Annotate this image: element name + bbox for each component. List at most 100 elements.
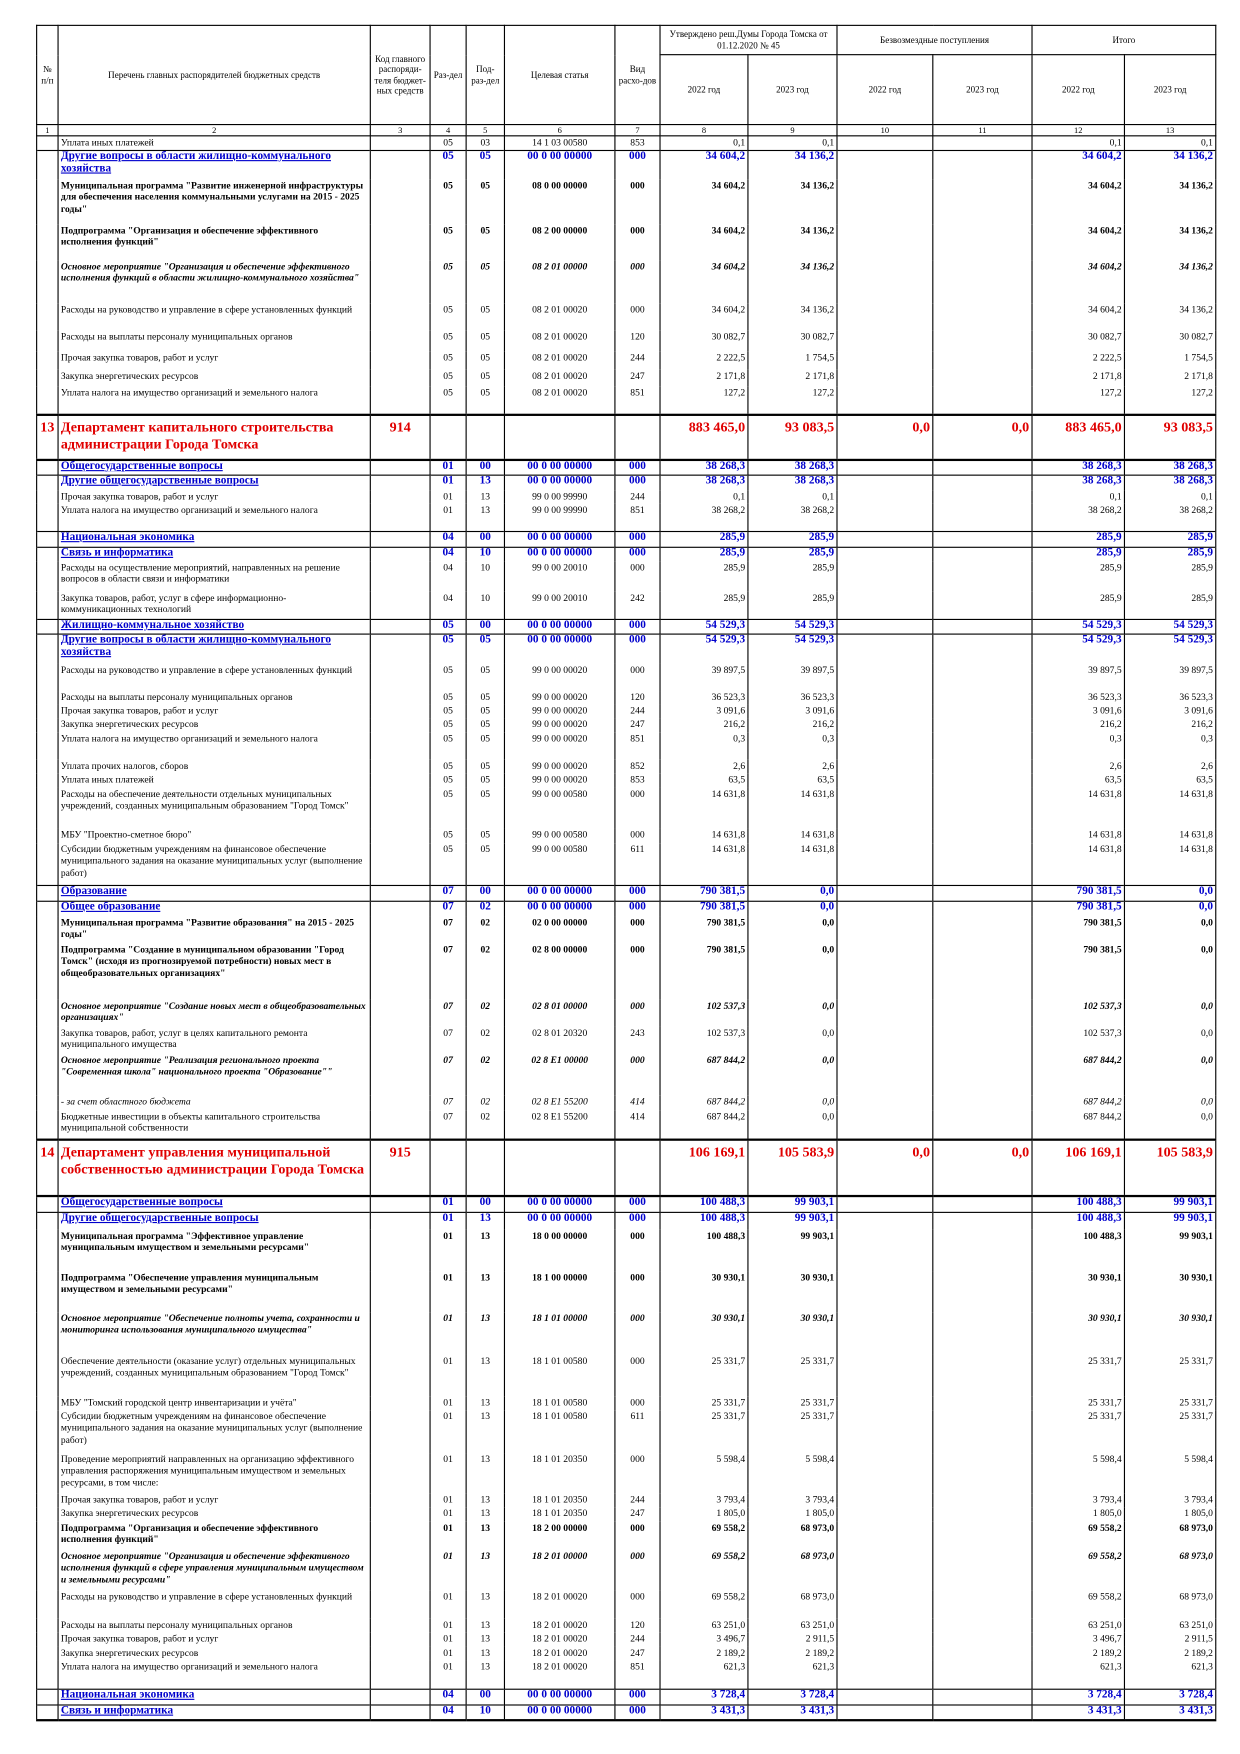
budget-code: 000 bbox=[614, 223, 661, 260]
amount bbox=[836, 1354, 934, 1397]
admin-code bbox=[369, 1396, 431, 1410]
amount: 216,2 bbox=[659, 717, 749, 733]
admin-code bbox=[369, 1549, 431, 1591]
admin-code bbox=[369, 1493, 431, 1507]
amount: 1 805,0 bbox=[747, 1506, 838, 1522]
budget-code: 00 bbox=[465, 884, 506, 902]
column-number: 9 bbox=[747, 123, 838, 137]
table-row: Закупка энергетических ресурсов 01 13 18 2 … bbox=[36, 1646, 1217, 1660]
admin-code bbox=[369, 546, 431, 561]
amount bbox=[932, 1229, 1033, 1271]
amount bbox=[836, 1452, 934, 1494]
amount: 25 331,7 bbox=[747, 1396, 838, 1410]
amount: 0,1 bbox=[747, 135, 838, 151]
admin-code: 914 bbox=[369, 413, 431, 460]
table-row: Субсидии бюджетным учреждениям на финанс… bbox=[36, 1409, 1217, 1453]
budget-code: 05 bbox=[429, 772, 467, 788]
column-number: 3 bbox=[369, 123, 431, 137]
budget-code: 02 bbox=[465, 942, 506, 1000]
admin-code bbox=[369, 690, 431, 704]
amount: 621,3 bbox=[1123, 1659, 1217, 1690]
amount: 3 496,7 bbox=[659, 1631, 749, 1647]
amount: 30 082,7 bbox=[659, 329, 749, 352]
amount bbox=[932, 999, 1033, 1027]
amount: 5 598,4 bbox=[1123, 1452, 1217, 1494]
table-row: Проведение мероприятий направленных на о… bbox=[36, 1452, 1217, 1494]
amount: 2 189,2 bbox=[747, 1646, 838, 1660]
budget-code: 05 bbox=[429, 703, 467, 718]
budget-code: 01 bbox=[429, 1194, 467, 1213]
amount: 2,6 bbox=[1031, 759, 1126, 773]
amount: 0,0 bbox=[1123, 884, 1217, 902]
budget-code: 00 bbox=[465, 530, 506, 548]
budget-code: 00 0 00 00000 bbox=[503, 530, 616, 548]
budget-code: 01 bbox=[429, 474, 467, 490]
amount: 30 082,7 bbox=[747, 329, 838, 352]
amount: 3 091,6 bbox=[659, 703, 749, 718]
row-number bbox=[36, 690, 59, 704]
budget-code: 07 bbox=[429, 999, 467, 1027]
item-name: Бюджетные инвестиции в объекты капитальн… bbox=[57, 1109, 371, 1140]
budget-code: 243 bbox=[614, 1026, 661, 1054]
budget-code: 00 0 00 00000 bbox=[503, 458, 616, 476]
item-name: Образование bbox=[57, 884, 371, 902]
budget-code: 000 bbox=[614, 1229, 661, 1271]
amount: 0,1 bbox=[1123, 135, 1217, 151]
amount bbox=[836, 1270, 934, 1312]
item-name: Муниципальная программа "Развитие инжене… bbox=[57, 178, 371, 224]
item-name: Департамент управления муниципальной соб… bbox=[57, 1137, 371, 1196]
amount: 69 558,2 bbox=[659, 1549, 749, 1591]
amount bbox=[932, 618, 1033, 635]
admin-code bbox=[369, 618, 431, 635]
amount bbox=[836, 1229, 934, 1271]
budget-code: 04 bbox=[429, 530, 467, 548]
amount bbox=[836, 1631, 934, 1647]
amount: 285,9 bbox=[1031, 530, 1126, 548]
amount: 3 091,6 bbox=[1123, 703, 1217, 718]
budget-code: 000 bbox=[614, 474, 661, 490]
amount: 102 537,3 bbox=[659, 999, 749, 1027]
budget-code: 120 bbox=[614, 1618, 661, 1632]
amount: 3 431,3 bbox=[659, 1704, 749, 1721]
row-number: 14 bbox=[36, 1137, 59, 1196]
amount bbox=[836, 489, 934, 504]
amount: 34 604,2 bbox=[659, 178, 749, 224]
amount: 687 844,2 bbox=[659, 1109, 749, 1140]
amount: 99 903,1 bbox=[1123, 1229, 1217, 1271]
budget-code: 99 0 00 00020 bbox=[503, 663, 616, 691]
row-number bbox=[36, 1521, 59, 1550]
budget-code: 01 bbox=[429, 1211, 467, 1230]
budget-code: 18 1 01 00000 bbox=[503, 1311, 616, 1355]
amount bbox=[932, 560, 1033, 592]
amount bbox=[836, 1311, 934, 1355]
amount: 14 631,8 bbox=[747, 787, 838, 828]
budget-code: 99 0 00 00020 bbox=[503, 703, 616, 718]
budget-code: 853 bbox=[614, 772, 661, 788]
budget-code bbox=[465, 413, 506, 460]
table-row: Уплата налога на имущество организаций и… bbox=[36, 503, 1217, 532]
amount bbox=[836, 1506, 934, 1522]
admin-code bbox=[369, 489, 431, 504]
budget-code: 000 bbox=[614, 1270, 661, 1312]
amount: 285,9 bbox=[1123, 591, 1217, 620]
item-name: Обеспечение деятельности (оказание услуг… bbox=[57, 1354, 371, 1397]
amount: 2,6 bbox=[1123, 759, 1217, 773]
budget-code: 05 bbox=[429, 329, 467, 352]
row-number bbox=[36, 530, 59, 548]
table-row: 13 Департамент капитального строительства… bbox=[36, 413, 1217, 460]
admin-code bbox=[369, 1521, 431, 1550]
amount: 0,0 bbox=[836, 1137, 934, 1196]
table-row: Общегосударственные вопросы 01 00 00 0 00 0… bbox=[36, 458, 1217, 476]
item-name: Закупка товаров, работ, услуг в сфере ин… bbox=[57, 591, 371, 620]
header-year: 2022 год bbox=[1031, 54, 1126, 126]
amount bbox=[836, 560, 934, 592]
amount bbox=[836, 772, 934, 788]
table-row: Закупка энергетических ресурсов 05 05 08 2 … bbox=[36, 369, 1217, 387]
amount: 54 529,3 bbox=[659, 618, 749, 635]
row-number bbox=[36, 386, 59, 415]
item-name: Закупка энергетических ресурсов bbox=[57, 1506, 371, 1522]
budget-code: 000 bbox=[614, 1521, 661, 1550]
admin-code bbox=[369, 386, 431, 415]
row-number bbox=[36, 1493, 59, 1507]
budget-code: 08 2 01 00000 bbox=[503, 259, 616, 303]
